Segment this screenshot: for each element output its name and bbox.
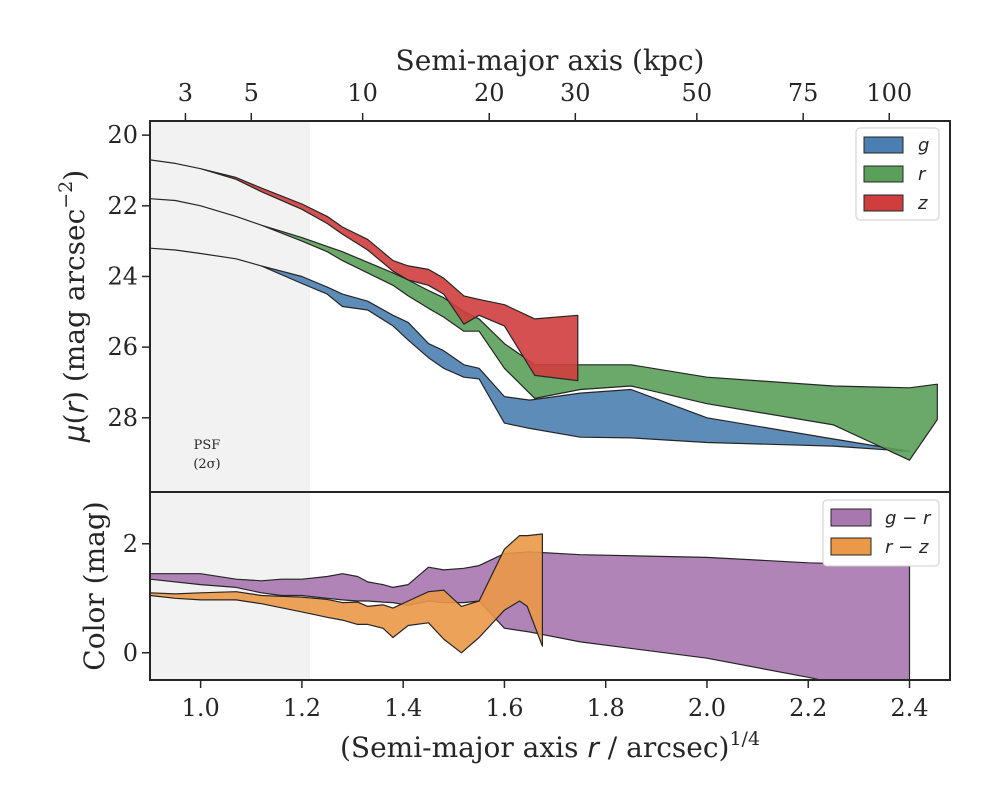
top-ytick-label-22: 22 xyxy=(107,192,138,220)
top-xtick-label-50: 50 xyxy=(682,79,713,107)
psf-label: PSF xyxy=(194,438,221,453)
top-y-ticks: 20 22 24 26 28 xyxy=(107,121,150,432)
top-ytick-label-24: 24 xyxy=(107,262,138,290)
surface-brightness-bands xyxy=(150,159,938,461)
secondary-x-axis-title: Semi-major axis (kpc) xyxy=(396,44,705,77)
top-legend: g r z xyxy=(855,127,940,221)
legend-label-z: z xyxy=(917,193,928,214)
y-title-open: ( xyxy=(58,413,91,424)
top-xtick-label-3: 3 xyxy=(178,79,193,107)
y-title-close: ) xyxy=(58,170,91,181)
color-bands xyxy=(150,533,911,680)
bottom-y-ticks: 02 xyxy=(123,530,150,667)
y-title-sup: −2 xyxy=(55,181,77,209)
r-z-var2: z xyxy=(918,537,929,558)
y-axis-title-top: μ(r) (mag arcsec−2) xyxy=(55,170,91,443)
legend-label-r: r xyxy=(918,164,927,185)
y-title-mu: μ xyxy=(58,424,91,443)
bottom-ytick-label-0: 0 xyxy=(123,639,138,667)
top-xtick-label-100: 100 xyxy=(866,79,912,107)
bottom-xtick-label-6: 2.2 xyxy=(789,694,827,722)
bottom-legend: g − r r − z xyxy=(822,499,940,567)
top-xtick-label-5: 5 xyxy=(244,79,259,107)
psf-region-top xyxy=(150,121,310,492)
legend-swatch-r xyxy=(863,165,904,183)
legend-swatch-g-minus-r xyxy=(830,508,872,527)
top-ytick-label-20: 20 xyxy=(107,121,138,149)
mu-band-z xyxy=(150,159,579,382)
y-title-rest: ) (mag arcsec xyxy=(58,209,91,402)
legend-swatch-z xyxy=(863,194,904,212)
legend-label-g-minus-r: g − r xyxy=(885,508,932,529)
x-title-sup: 1/4 xyxy=(729,728,760,750)
bottom-xtick-label-2: 1.4 xyxy=(384,694,422,722)
x-title-main: (Semi-major axis xyxy=(340,731,587,764)
top-ytick-label-26: 26 xyxy=(107,333,138,361)
top-xtick-label-75: 75 xyxy=(788,79,819,107)
top-xtick-label-10: 10 xyxy=(347,79,378,107)
legend-swatch-g xyxy=(863,136,904,154)
legend-label-r-minus-z: r − z xyxy=(885,537,929,558)
top-ytick-label-28: 28 xyxy=(107,404,138,432)
bottom-ytick-label-2: 2 xyxy=(123,530,138,558)
g-r-op: − xyxy=(896,508,923,529)
bottom-x-ticks: 1.0 1.2 1.4 1.6 1.8 2.0 2.2 2.4 xyxy=(182,680,929,722)
color-band-r-z xyxy=(150,533,544,654)
r-z-op: − xyxy=(892,537,919,558)
top-xtick-label-20: 20 xyxy=(474,79,505,107)
bottom-xtick-label-7: 2.4 xyxy=(890,694,928,722)
g-r-var1: g xyxy=(885,508,896,529)
bottom-xtick-label-1: 1.2 xyxy=(283,694,321,722)
top-secondary-x-ticks: 3 5 10 20 30 50 75 100 xyxy=(178,79,912,121)
x-title-rest: / arcsec) xyxy=(599,731,730,764)
x-axis-title: (Semi-major axis r / arcsec)1/4 xyxy=(340,728,760,764)
top-xtick-label-30: 30 xyxy=(560,79,591,107)
mu-band-r xyxy=(150,198,938,461)
bottom-xtick-label-3: 1.6 xyxy=(485,694,523,722)
color-band-g-r xyxy=(150,551,911,680)
bottom-panel-frame xyxy=(149,491,951,681)
psf-sublabel: (2σ) xyxy=(193,457,220,472)
legend-swatch-r-minus-z xyxy=(830,537,872,556)
g-r-var2: r xyxy=(923,508,932,529)
bottom-xtick-label-5: 2.0 xyxy=(688,694,726,722)
y-axis-title-bottom: Color (mag) xyxy=(78,501,111,670)
legend-label-g: g xyxy=(918,135,929,156)
bottom-xtick-label-0: 1.0 xyxy=(182,694,220,722)
r-z-var1: r xyxy=(885,537,894,558)
bottom-xtick-label-4: 1.8 xyxy=(587,694,625,722)
x-title-var: r xyxy=(587,731,600,764)
y-title-var: r xyxy=(58,400,91,413)
